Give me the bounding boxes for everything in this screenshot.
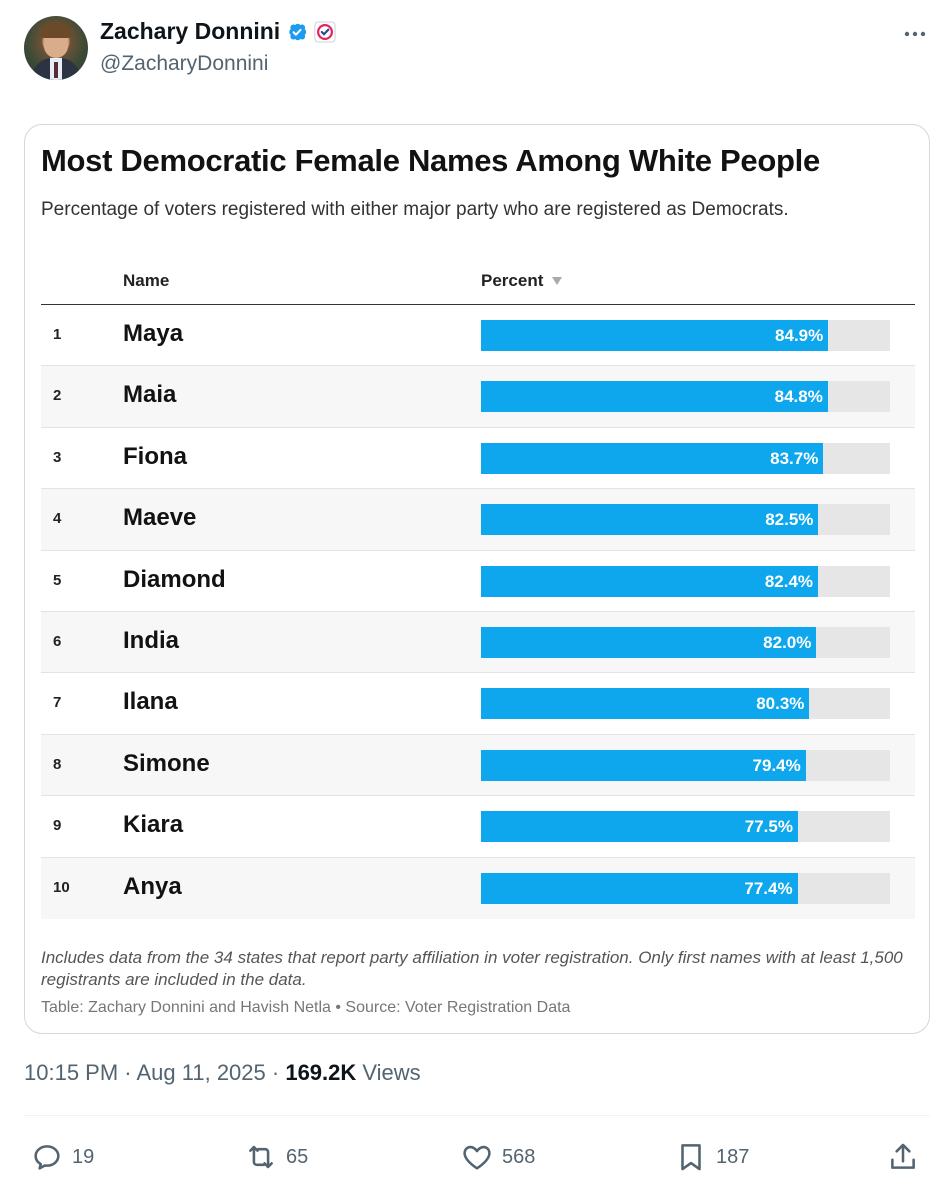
bar-track: 80.3% (481, 688, 890, 720)
table-row: 10 Anya 77.4% (41, 857, 915, 919)
bookmark-icon (681, 1144, 701, 1171)
avatar[interactable] (24, 16, 88, 80)
bar-track: 82.4% (481, 565, 890, 597)
rank-cell: 7 (53, 694, 62, 712)
views-count[interactable]: 169.2K (285, 1060, 357, 1085)
bar-track: 84.9% (481, 320, 890, 351)
like-icon (463, 1145, 491, 1170)
like-count: 568 (502, 1145, 536, 1168)
table-row: 9 Kiara 77.5% (41, 796, 915, 858)
percent-bar: 82.5% (481, 504, 819, 536)
rank-cell: 6 (53, 632, 62, 650)
repost-button[interactable]: 65 (244, 1140, 308, 1174)
column-header-percent-label: Percent (481, 271, 544, 290)
percent-label: 79.4% (752, 755, 801, 775)
name-cell: Maia (123, 381, 177, 409)
table-row: 7 Ilana 80.3% (41, 673, 915, 735)
rank-cell: 1 (53, 326, 62, 343)
percent-label: 83.7% (770, 448, 819, 468)
table-row: 8 Simone 79.4% (41, 734, 915, 797)
name-cell: Ilana (123, 688, 178, 716)
table-image-card[interactable]: Most Democratic Female Names Among White… (24, 124, 930, 1034)
percent-bar: 77.4% (481, 872, 798, 904)
name-cell: Simone (123, 749, 210, 777)
rank-cell: 10 (53, 878, 70, 896)
repost-icon (249, 1145, 273, 1169)
percent-label: 84.9% (775, 326, 824, 345)
divider (24, 1115, 930, 1116)
like-button[interactable]: 568 (460, 1140, 535, 1174)
percent-label: 82.0% (763, 632, 812, 652)
bar-track: 77.4% (481, 872, 890, 904)
rank-cell: 9 (53, 817, 62, 835)
bar-track: 82.5% (481, 504, 890, 536)
repost-count: 65 (286, 1145, 309, 1168)
percent-bar: 83.7% (481, 442, 824, 474)
table-row: 4 Maeve 82.5% (41, 489, 915, 551)
tweet-meta: 10:15 PM · Aug 11, 2025 · 169.2K Views (24, 1060, 421, 1086)
table-footnote: Includes data from the 34 states that re… (41, 948, 903, 989)
author-name-row[interactable]: Zachary Donnini (100, 18, 336, 45)
rank-cell: 8 (53, 755, 62, 773)
author-name[interactable]: Zachary Donnini (100, 18, 281, 44)
table-subtitle: Percentage of voters registered with eit… (41, 199, 789, 220)
column-header-percent: Percent (481, 271, 563, 291)
affiliate-badge-icon[interactable] (314, 20, 336, 43)
name-cell: Diamond (123, 565, 226, 593)
share-icon (891, 1143, 915, 1169)
sort-descending-icon (552, 277, 563, 285)
tweet-actions: 19 65 568 187 (24, 1136, 934, 1176)
name-cell: Maeve (123, 504, 197, 532)
tweet-header: Zachary Donnini @ZacharyDonnini (24, 14, 934, 84)
percent-bar: 84.9% (481, 320, 829, 351)
bookmark-button[interactable]: 187 (674, 1140, 749, 1174)
name-cell: Fiona (123, 442, 187, 470)
percent-label: 77.5% (744, 817, 793, 837)
share-button[interactable] (886, 1140, 920, 1174)
percent-label: 77.4% (744, 878, 793, 898)
percent-bar: 82.0% (481, 626, 817, 658)
table-body: 1 Maya 84.9% 2 Maia 84.8% 3 Fiona 83.7% 4 Maeve… (41, 305, 915, 919)
reply-count: 19 (72, 1145, 95, 1168)
bookmark-count: 187 (716, 1145, 750, 1168)
bar-track: 84.8% (481, 381, 890, 413)
name-cell: Anya (123, 872, 182, 900)
name-cell: Kiara (123, 811, 184, 839)
percent-label: 82.4% (764, 571, 814, 591)
bar-track: 77.5% (481, 811, 890, 843)
views-label: Views (356, 1060, 421, 1085)
tweet-timestamp[interactable]: 10:15 PM · Aug 11, 2025 · (24, 1060, 286, 1085)
table-credit: Table: Zachary Donnini and Havish Netla … (41, 999, 571, 1016)
author-handle[interactable]: @ZacharyDonnini (100, 52, 269, 75)
percent-bar: 82.4% (481, 565, 819, 597)
reply-icon (34, 1145, 60, 1170)
rank-cell: 4 (53, 510, 62, 528)
percent-label: 84.8% (774, 387, 823, 407)
percent-bar: 79.4% (481, 749, 806, 781)
more-icon[interactable] (902, 24, 928, 44)
rank-cell: 2 (53, 387, 62, 405)
table-row: 5 Diamond 82.4% (41, 551, 915, 612)
percent-bar: 80.3% (481, 688, 810, 720)
verified-badge-icon[interactable] (286, 21, 308, 43)
bar-track: 79.4% (481, 749, 890, 781)
table-header: Name Percent (41, 265, 915, 305)
bar-track: 82.0% (481, 626, 890, 658)
bar-track: 83.7% (481, 442, 890, 474)
name-cell: India (123, 626, 180, 654)
table-row: 6 India 82.0% (41, 611, 915, 674)
rank-cell: 3 (53, 448, 62, 466)
column-header-name: Name (123, 271, 170, 290)
table-row: 3 Fiona 83.7% (41, 428, 915, 490)
table-title: Most Democratic Female Names Among White… (41, 143, 820, 178)
table-row: 1 Maya 84.9% (41, 305, 915, 367)
table-row: 2 Maia 84.8% (41, 366, 915, 428)
reply-button[interactable]: 19 (30, 1140, 94, 1174)
percent-label: 82.5% (765, 510, 814, 530)
name-cell: Maya (123, 320, 184, 347)
rank-cell: 5 (53, 571, 62, 589)
percent-bar: 77.5% (481, 811, 798, 843)
percent-bar: 84.8% (481, 381, 828, 413)
percent-label: 80.3% (756, 694, 805, 714)
